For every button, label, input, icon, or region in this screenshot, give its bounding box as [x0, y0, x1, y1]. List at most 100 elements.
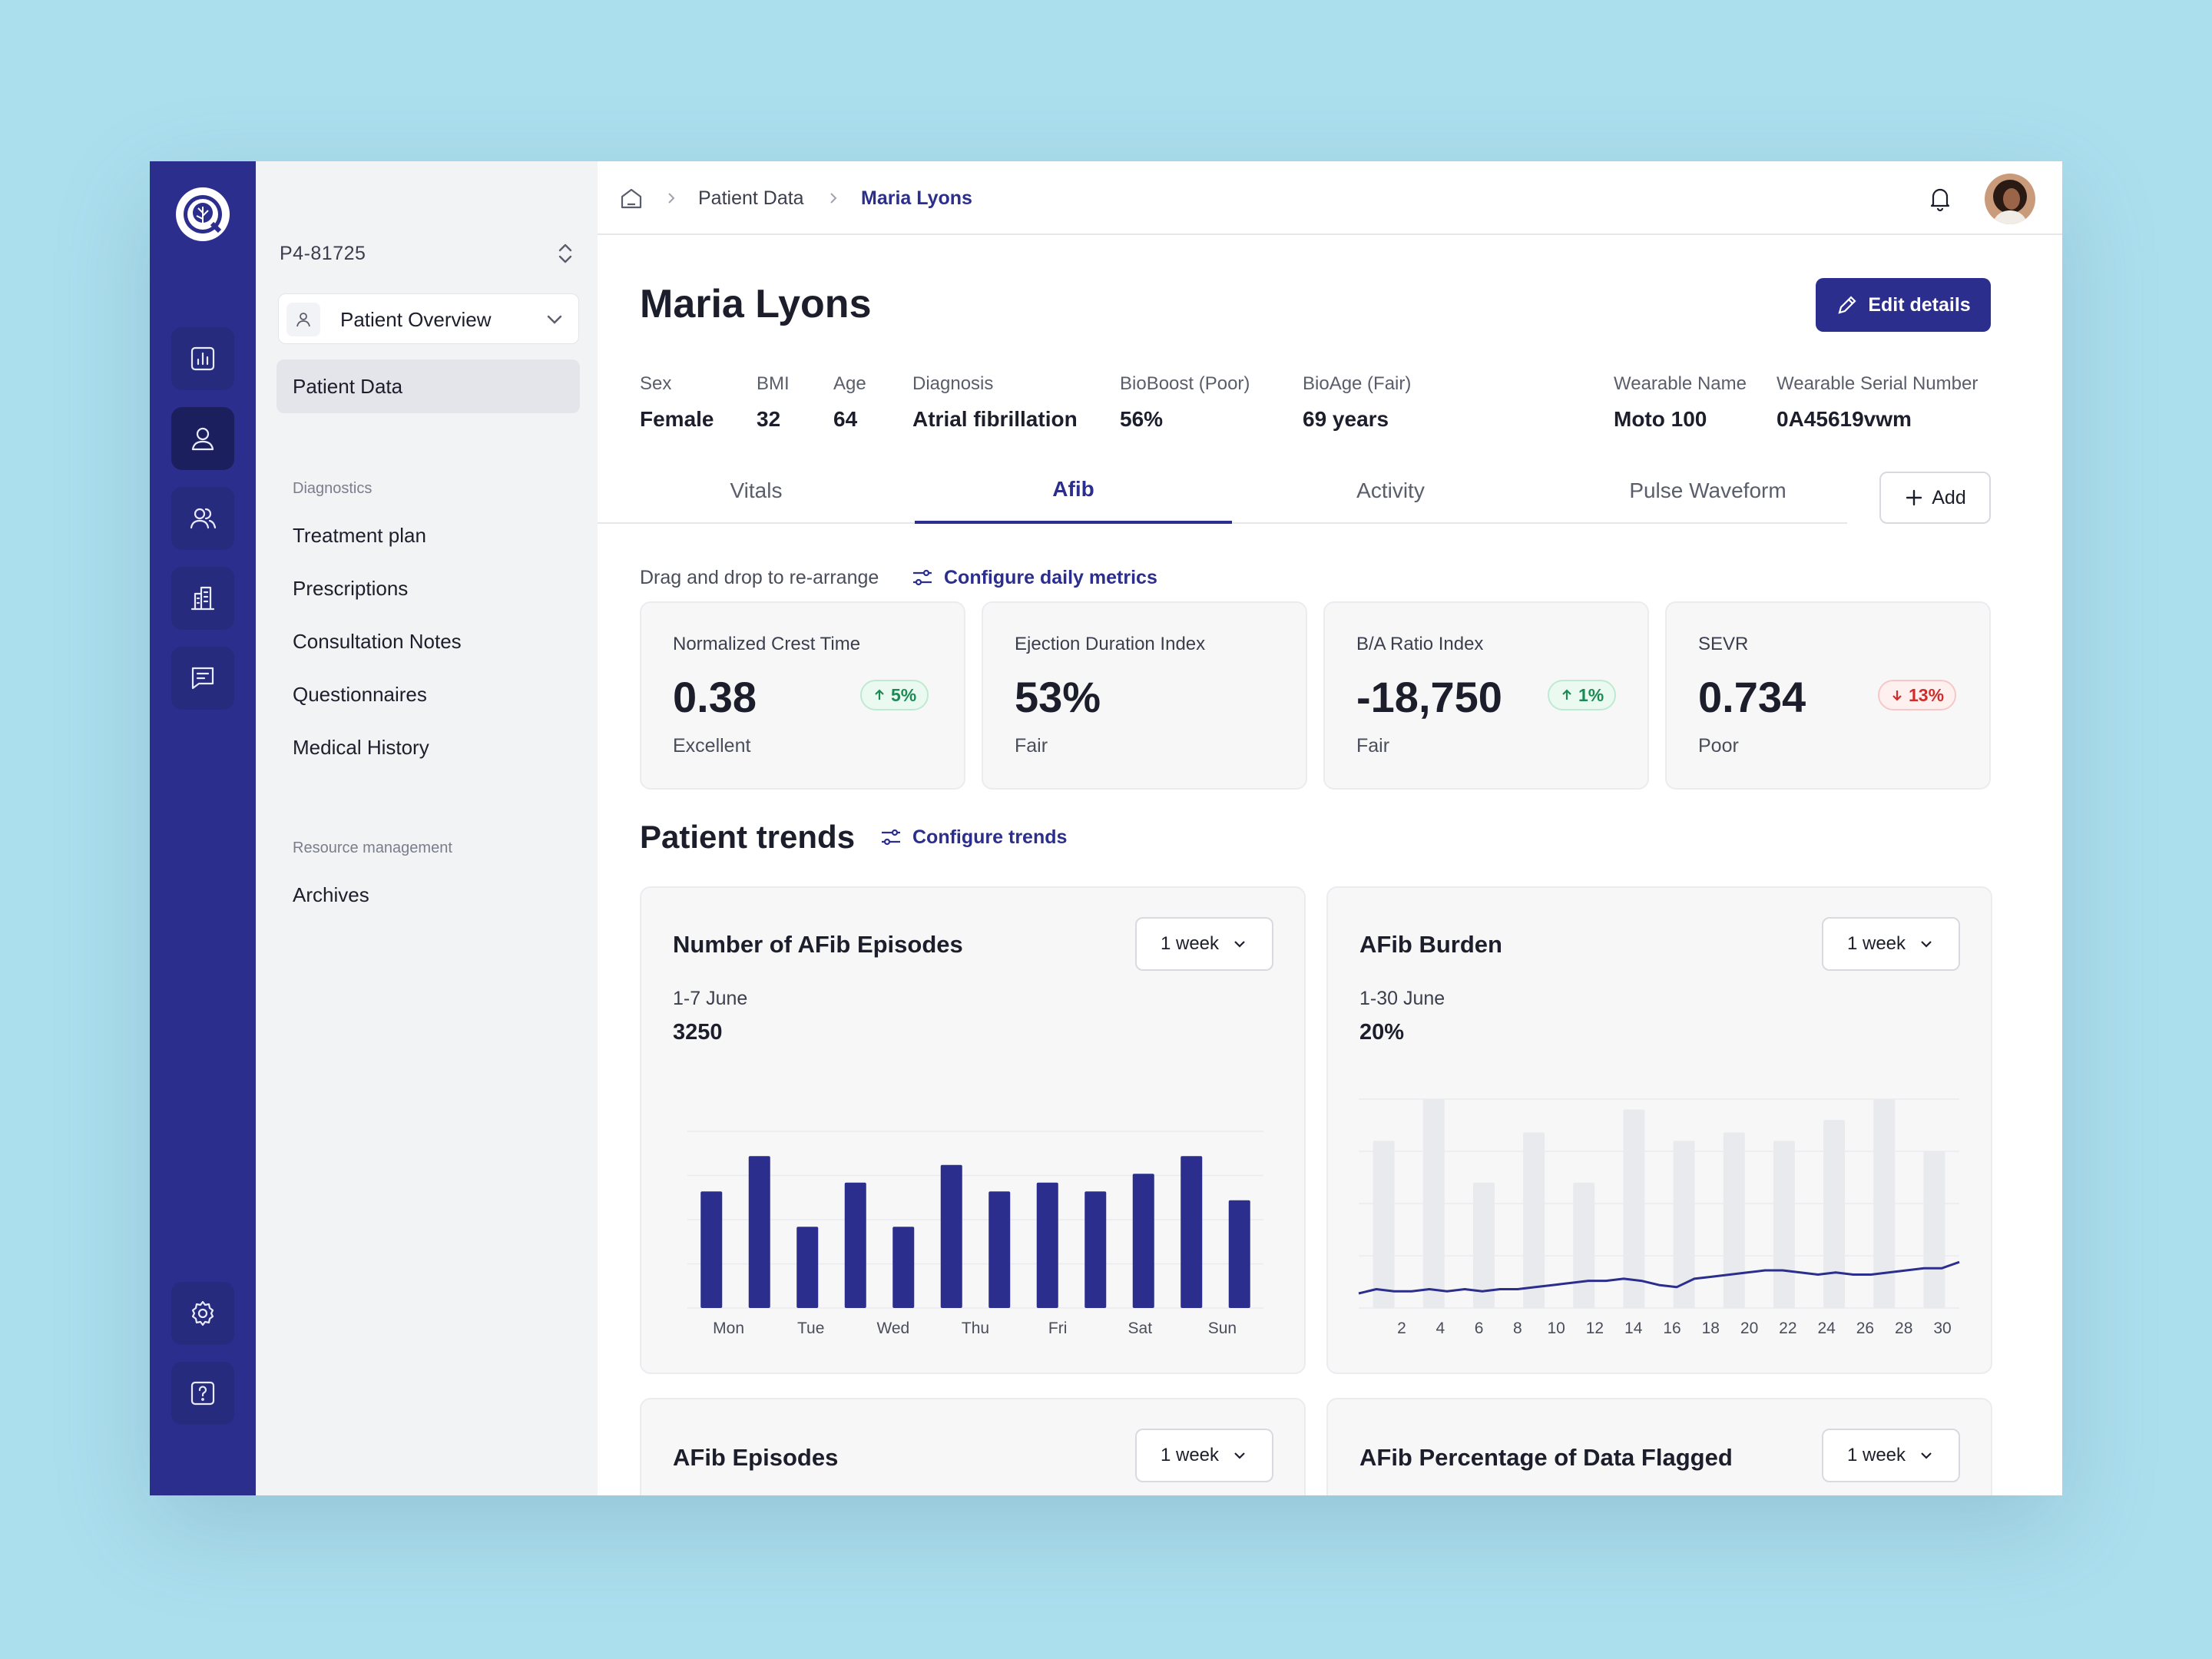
patient-overview-select[interactable]: Patient Overview [278, 293, 579, 344]
x-tick-label: 4 [1435, 1320, 1445, 1337]
patient-icon[interactable] [171, 407, 234, 470]
x-tick-label: 8 [1513, 1320, 1522, 1337]
meta-label-age: Age [833, 373, 866, 394]
chart-title: AFib Burden [1359, 931, 1502, 958]
bar [844, 1182, 866, 1308]
edit-details-button[interactable]: Edit details [1816, 278, 1991, 332]
configure-daily-metrics-link[interactable]: Configure daily metrics [910, 565, 1157, 590]
metric-card-edi[interactable]: Ejection Duration Index 53% Fair [982, 601, 1307, 790]
metric-card-ba-ratio[interactable]: B/A Ratio Index -18,750 Fair 1% [1323, 601, 1649, 790]
bar [1228, 1200, 1250, 1308]
chart-title: AFib Percentage of Data Flagged [1359, 1444, 1733, 1471]
sidebar-item-archives[interactable]: Archives [293, 883, 369, 906]
building-icon[interactable] [171, 567, 234, 630]
breadcrumb-current: Maria Lyons [861, 187, 972, 209]
secondary-sidebar: P4-81725 Patient Overview Patient Data D… [256, 161, 598, 1495]
period-dropdown[interactable]: 1 week [1822, 917, 1960, 971]
page-title: Maria Lyons [640, 282, 872, 326]
arrow-down-icon [1892, 690, 1902, 701]
background-bar [1773, 1141, 1795, 1308]
pencil-icon [1838, 296, 1856, 314]
bar [892, 1227, 915, 1308]
change-value: 1% [1578, 684, 1604, 705]
app-window: P4-81725 Patient Overview Patient Data D… [150, 161, 2062, 1495]
home-icon[interactable] [619, 186, 644, 210]
metric-card-nct[interactable]: Normalized Crest Time 0.38 Excellent 5% [640, 601, 965, 790]
metric-card-sevr[interactable]: SEVR 0.734 Poor 13% [1665, 601, 1991, 790]
users-icon[interactable] [171, 487, 234, 550]
chat-icon[interactable] [171, 647, 234, 710]
background-bar [1523, 1132, 1545, 1308]
x-tick-label: Tue [797, 1320, 824, 1337]
background-bar [1573, 1182, 1595, 1308]
x-tick-label: Thu [962, 1320, 989, 1337]
user-icon [286, 303, 320, 336]
background-bar [1673, 1141, 1695, 1308]
chart-range: 1-7 June [673, 988, 748, 1009]
patient-id: P4-81725 [280, 243, 366, 264]
edit-details-label: Edit details [1868, 293, 1971, 316]
chevron-down-icon [1234, 1452, 1245, 1459]
sidebar-item-consultation-notes[interactable]: Consultation Notes [293, 630, 462, 653]
x-tick-label: 10 [1547, 1320, 1565, 1337]
meta-label-serial: Wearable Serial Number [1777, 373, 1979, 394]
plus-icon [1906, 489, 1922, 506]
switch-patient-icon[interactable] [555, 240, 575, 267]
meta-value-bioboost: 56% [1120, 407, 1164, 431]
metric-status: Fair [1356, 735, 1390, 757]
tab-pulse-waveform[interactable]: Pulse Waveform [1629, 478, 1786, 502]
sliders-icon [913, 569, 932, 586]
period-label: 1 week [1160, 933, 1220, 954]
meta-value-bmi: 32 [757, 407, 781, 431]
chevron-right-icon [830, 193, 837, 204]
metric-value: 53% [1015, 673, 1101, 721]
period-dropdown[interactable]: 1 week [1822, 1429, 1960, 1482]
bar [940, 1164, 962, 1308]
x-tick-label: 24 [1817, 1320, 1836, 1337]
sidebar-item-patient-data[interactable]: Patient Data [276, 359, 580, 413]
period-dropdown[interactable]: 1 week [1135, 1429, 1273, 1482]
chart-title: AFib Episodes [673, 1444, 839, 1471]
section-diagnostics: Diagnostics [293, 480, 373, 497]
chart-range: 1-30 June [1359, 988, 1445, 1009]
background-bar [1823, 1120, 1846, 1308]
arrow-up-icon [875, 689, 884, 700]
chart-title: Number of AFib Episodes [673, 931, 963, 958]
sidebar-item-questionnaires[interactable]: Questionnaires [293, 683, 427, 706]
period-dropdown[interactable]: 1 week [1135, 917, 1273, 971]
x-tick-label: Sun [1208, 1320, 1237, 1337]
help-icon[interactable] [171, 1362, 234, 1425]
x-tick-label: Sat [1128, 1320, 1153, 1337]
logo-icon[interactable] [176, 187, 230, 241]
x-tick-label: 6 [1475, 1320, 1484, 1337]
breadcrumb-patient-data[interactable]: Patient Data [698, 187, 804, 209]
meta-label-wearable-name: Wearable Name [1614, 373, 1747, 394]
sidebar-item-label: Patient Data [293, 375, 403, 398]
x-tick-label: 2 [1397, 1320, 1406, 1337]
chevron-down-icon [1921, 941, 1932, 948]
configure-trends-link[interactable]: Configure trends [879, 825, 1067, 849]
period-label: 1 week [1846, 933, 1906, 954]
change-badge: 1% [1548, 680, 1617, 710]
tab-vitals[interactable]: Vitals [730, 478, 783, 502]
metric-label: Ejection Duration Index [1015, 634, 1206, 654]
metric-status: Excellent [673, 735, 751, 757]
metric-label: Normalized Crest Time [673, 634, 861, 654]
x-tick-label: 20 [1740, 1320, 1758, 1337]
x-tick-label: 12 [1586, 1320, 1604, 1337]
dashboard-icon[interactable] [171, 327, 234, 390]
add-tab-button[interactable]: Add [1879, 472, 1991, 524]
avatar[interactable] [1985, 174, 2035, 224]
configure-trends-label: Configure trends [912, 826, 1068, 848]
sidebar-item-medical-history[interactable]: Medical History [293, 736, 429, 759]
metric-label: SEVR [1698, 634, 1749, 654]
settings-icon[interactable] [171, 1282, 234, 1345]
x-tick-label: 22 [1779, 1320, 1796, 1337]
sidebar-item-treatment-plan[interactable]: Treatment plan [293, 524, 426, 547]
sidebar-item-prescriptions[interactable]: Prescriptions [293, 577, 409, 600]
chevron-down-icon [1921, 1452, 1932, 1459]
bell-icon[interactable] [1926, 184, 1954, 212]
meta-value-bioage: 69 years [1303, 407, 1389, 431]
tab-activity[interactable]: Activity [1356, 478, 1425, 502]
tab-afib[interactable]: Afib [915, 458, 1232, 524]
